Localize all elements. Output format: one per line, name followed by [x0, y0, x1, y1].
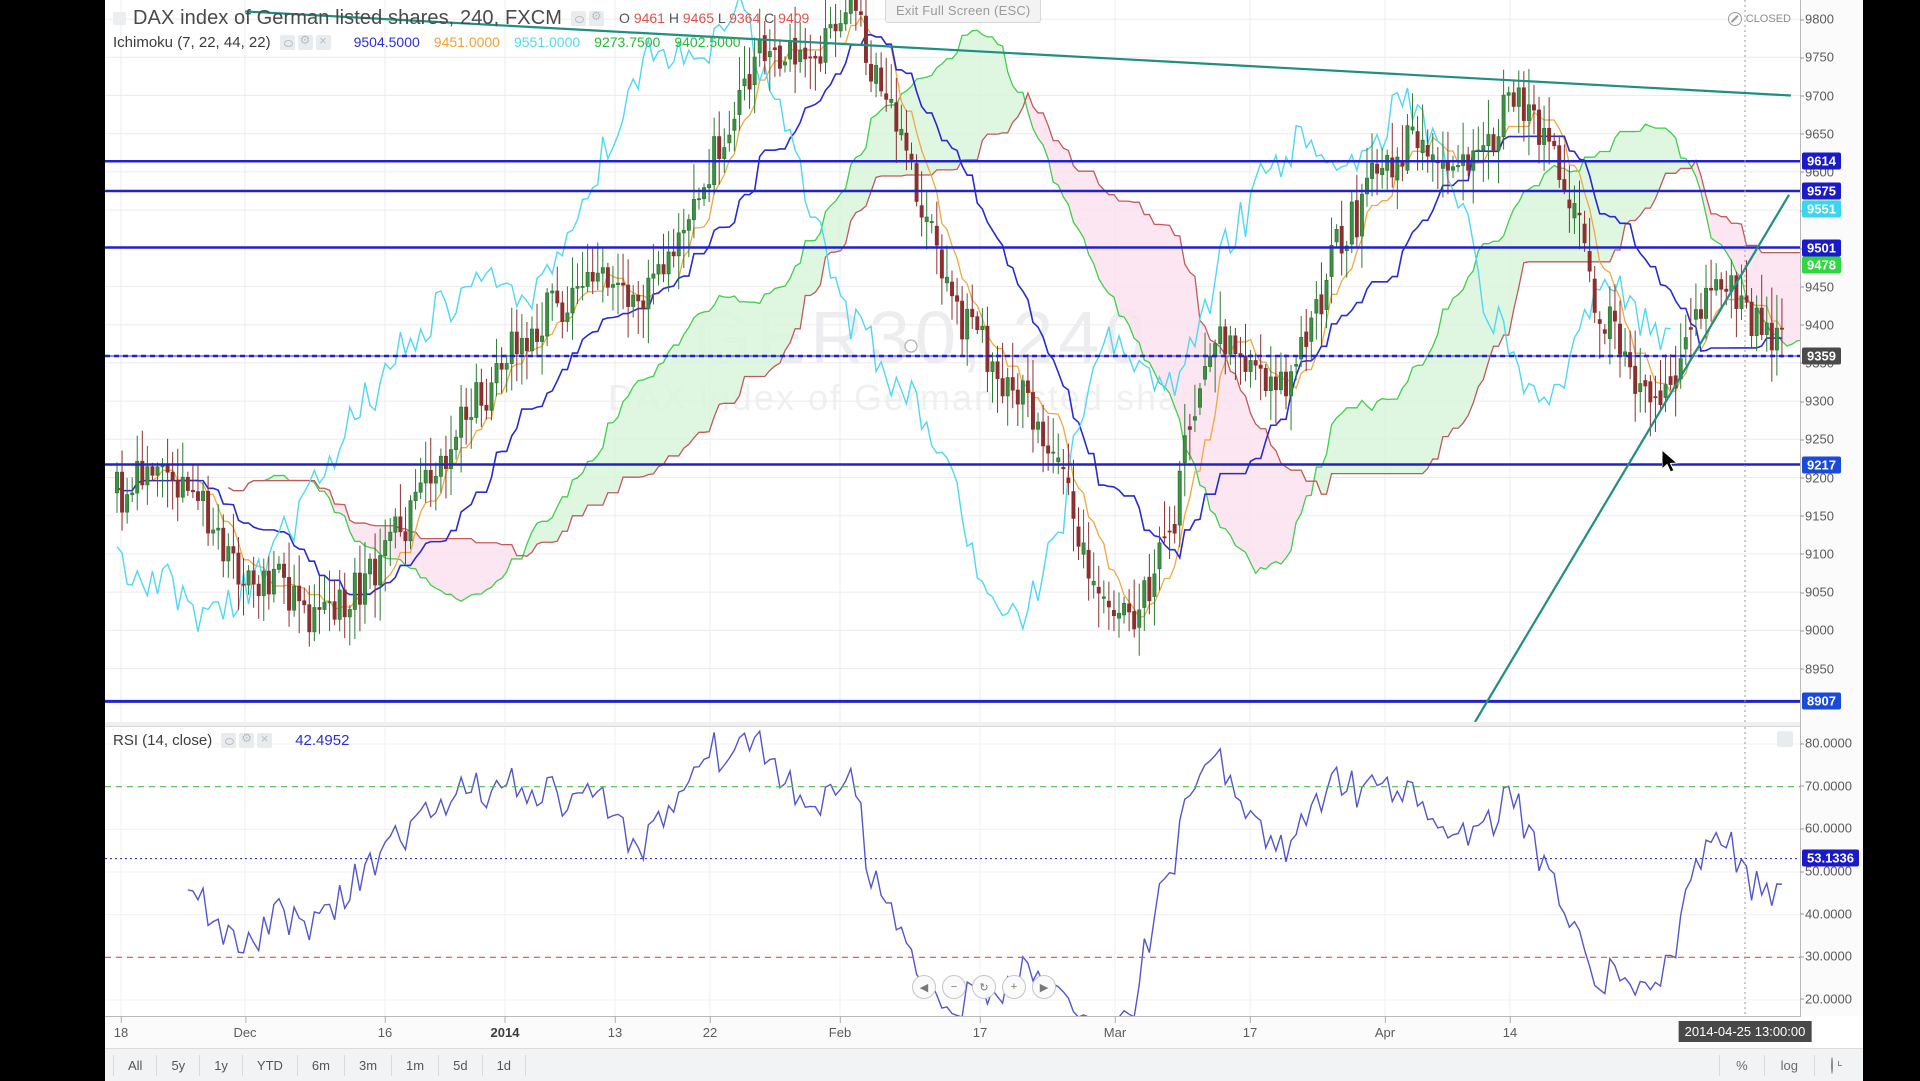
- time-tick-22: 22: [702, 1016, 718, 1040]
- time-tick-13: 13: [607, 1016, 623, 1040]
- price-label-9478: 9478: [1802, 256, 1841, 274]
- pane-separator[interactable]: [105, 722, 1863, 726]
- chart-container: GER30, 240 DAX index of German listed sh…: [105, 0, 1863, 1081]
- price-tick-9400: 9400: [1800, 317, 1834, 333]
- price-tick-8950: 8950: [1800, 661, 1834, 677]
- price-label-9359: 9359: [1802, 347, 1841, 365]
- price-tick-9000: 9000: [1800, 622, 1834, 638]
- price-scale[interactable]: 9800975097009650960095509500945094009350…: [1800, 0, 1863, 1016]
- gear-icon[interactable]: [239, 731, 255, 748]
- next-icon[interactable]: ▶: [1032, 975, 1056, 999]
- range-button-all[interactable]: All: [113, 1054, 158, 1076]
- chart-nav-buttons[interactable]: ◀ − ↻ + ▶: [912, 975, 1056, 999]
- closed-icon: [1727, 12, 1742, 26]
- price-label-9217: 9217: [1802, 456, 1841, 474]
- rsi-current-label: 53.1336: [1802, 849, 1859, 867]
- scale-controls[interactable]: % log: [1719, 1054, 1863, 1076]
- rsi-tick-70: 70.0000: [1800, 778, 1852, 794]
- time-tick-16: 16: [377, 1016, 393, 1040]
- rsi-indicator-name: RSI (14, close): [113, 732, 213, 749]
- crosshair-time-label: 2014-04-25 13:00:00: [1678, 1021, 1812, 1042]
- price-tick-9800: 9800: [1800, 11, 1834, 27]
- price-tick-9650: 9650: [1800, 126, 1834, 142]
- exit-fullscreen-button[interactable]: Exit Full Screen (ESC): [885, 0, 1042, 23]
- market-status-text: CLOSED: [1745, 13, 1791, 25]
- time-tick-17: 17: [972, 1016, 988, 1040]
- price-tick-9450: 9450: [1800, 279, 1834, 294]
- reset-icon[interactable]: ↻: [972, 975, 996, 999]
- clock-icon[interactable]: [1831, 1056, 1833, 1074]
- right-black-bar: [1863, 0, 1920, 1080]
- rsi-pane[interactable]: [105, 726, 1801, 1017]
- clock-icon-wrap[interactable]: [1814, 1054, 1849, 1076]
- range-button-5y[interactable]: 5y: [157, 1054, 201, 1076]
- range-button-group[interactable]: All 5y 1y YTD 6m 3m 1m 5d 1d: [105, 1054, 527, 1076]
- price-tick-9200: 9200: [1800, 470, 1834, 485]
- rsi-tick-80: 80.0000: [1800, 735, 1852, 751]
- time-tick-Feb: Feb: [828, 1016, 852, 1040]
- range-button-5d[interactable]: 5d: [439, 1054, 483, 1076]
- price-tick-9050: 9050: [1800, 584, 1834, 600]
- time-tick-2014: 2014: [490, 1016, 520, 1040]
- rsi-maximize-button[interactable]: [1777, 731, 1793, 747]
- price-tick-9150: 9150: [1800, 508, 1834, 524]
- price-tick-9700: 9700: [1800, 88, 1834, 103]
- rsi-value: 42.4952: [295, 732, 350, 749]
- time-axis[interactable]: 18 Dec 16 2014 13 22 Feb 17 Mar 17 Apr 14 2014-04-25…: [105, 1016, 1812, 1049]
- price-tick-9300: 9300: [1800, 393, 1834, 409]
- eye-icon[interactable]: [221, 733, 237, 748]
- range-button-6m[interactable]: 6m: [298, 1054, 345, 1076]
- time-tick-Dec: Dec: [233, 1016, 257, 1040]
- price-tick-9750: 9750: [1800, 49, 1834, 65]
- rsi-tick-20: 20.0000: [1800, 991, 1852, 1007]
- left-black-bar: [0, 0, 105, 1080]
- close-icon[interactable]: [257, 731, 273, 748]
- percent-scale-button[interactable]: %: [1719, 1054, 1764, 1076]
- rsi-legend-buttons[interactable]: [221, 731, 273, 748]
- price-label-9614: 9614: [1802, 152, 1841, 170]
- rsi-tick-30: 30.0000: [1800, 948, 1852, 964]
- price-chart-svg: [105, 0, 1801, 722]
- time-tick-Mar: Mar: [1103, 1016, 1127, 1040]
- log-scale-button[interactable]: log: [1763, 1054, 1814, 1076]
- time-tick-Apr: Apr: [1374, 1016, 1396, 1040]
- price-tick-9250: 9250: [1800, 431, 1834, 447]
- time-tick-18: 18: [113, 1016, 129, 1040]
- zoom-out-icon[interactable]: −: [942, 975, 966, 999]
- range-button-ytd[interactable]: YTD: [243, 1054, 298, 1076]
- rsi-tick-60: 60.0000: [1800, 820, 1852, 836]
- price-label-9575: 9575: [1802, 182, 1841, 200]
- range-button-1m[interactable]: 1m: [392, 1054, 440, 1076]
- rsi-chart-svg: [105, 727, 1801, 1017]
- market-status-badge: CLOSED: [1727, 12, 1791, 26]
- range-button-1d[interactable]: 1d: [483, 1054, 527, 1076]
- time-tick-17: 17: [1242, 1016, 1258, 1040]
- rsi-tick-50: 50.0000: [1800, 863, 1852, 879]
- price-label-9551: 9551: [1802, 200, 1841, 218]
- price-tick-9100: 9100: [1800, 546, 1834, 562]
- time-tick-14: 14: [1502, 1016, 1518, 1040]
- range-button-1y[interactable]: 1y: [200, 1054, 243, 1076]
- price-pane[interactable]: GER30, 240 DAX index of German listed sh…: [105, 0, 1801, 722]
- price-label-9501: 9501: [1802, 239, 1841, 257]
- bottom-toolbar[interactable]: All 5y 1y YTD 6m 3m 1m 5d 1d % log: [105, 1048, 1863, 1081]
- range-button-3m[interactable]: 3m: [345, 1054, 393, 1076]
- rsi-tick-40: 40.0000: [1800, 906, 1852, 922]
- prev-icon[interactable]: ◀: [912, 975, 936, 999]
- zoom-in-icon[interactable]: +: [1002, 975, 1026, 999]
- price-label-8907: 8907: [1802, 692, 1841, 710]
- rsi-legend: RSI (14, close) 42.4952: [113, 731, 350, 749]
